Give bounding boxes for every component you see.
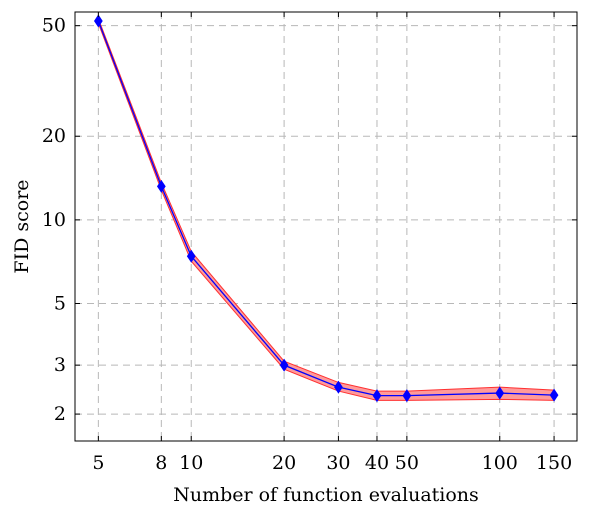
y-tick-label: 10 — [42, 209, 66, 231]
x-tick-label: 5 — [92, 452, 104, 474]
y-tick-labels: 2 3 5 10 20 50 — [42, 15, 66, 425]
plot-frame — [74, 11, 578, 442]
x-tick-label: 100 — [482, 452, 518, 474]
data-point-marker — [334, 380, 343, 394]
x-tick-label: 50 — [395, 452, 419, 474]
x-tick-label: 8 — [155, 452, 167, 474]
y-axis-title: FID score — [11, 179, 33, 273]
data-point-marker — [279, 358, 289, 372]
y-tick-label: 2 — [54, 403, 66, 425]
x-tick-label: 10 — [179, 452, 203, 474]
y-tick-label: 3 — [54, 354, 66, 376]
x-tick-label: 150 — [536, 452, 572, 474]
grid — [75, 12, 577, 441]
data-point-marker — [495, 386, 505, 400]
mean-line — [97, 20, 555, 397]
x-axis-title: Number of function evaluations — [173, 484, 479, 506]
x-tick-label: 20 — [272, 452, 296, 474]
data-point-marker — [549, 388, 559, 402]
band-area — [97, 18, 555, 401]
y-tick-label: 20 — [42, 125, 66, 147]
axis-ticks — [75, 12, 577, 441]
y-tick-label: 50 — [42, 15, 66, 37]
series-markers — [94, 14, 559, 403]
x-tick-label: 40 — [365, 452, 389, 474]
x-tick-labels: 5 8 10 20 30 40 50 100 150 — [92, 452, 572, 474]
y-tick-label: 5 — [54, 293, 66, 315]
data-point-marker — [156, 179, 166, 193]
series-line — [97, 20, 555, 397]
data-point-marker — [372, 389, 382, 403]
data-point-marker — [402, 389, 412, 403]
x-tick-label: 30 — [326, 452, 350, 474]
data-point-marker — [94, 14, 103, 28]
data-point-marker — [186, 249, 196, 263]
confidence-band — [97, 18, 555, 401]
